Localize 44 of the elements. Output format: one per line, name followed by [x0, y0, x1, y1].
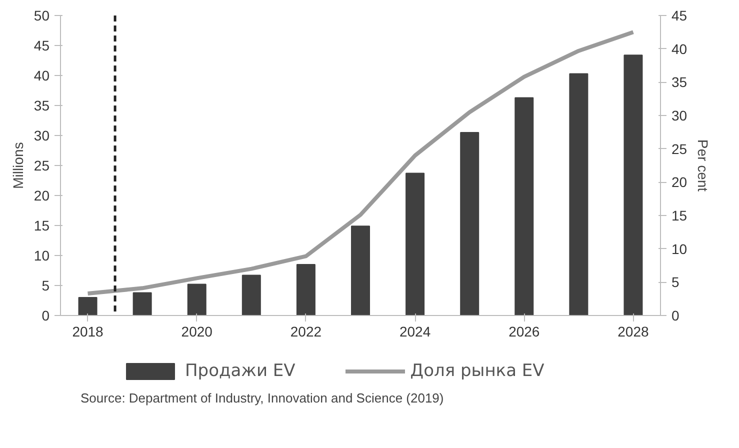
line-series [86, 30, 636, 296]
y2-tick-label: 10 [672, 240, 688, 257]
y-tick-label: 35 [34, 98, 50, 114]
bar [406, 172, 425, 316]
y2-tick-label: 15 [672, 208, 688, 224]
y2-axis-title: Per cent [695, 139, 712, 192]
bar [242, 274, 261, 316]
y-tick-label: 30 [34, 128, 50, 144]
x-tick-label: 2018 [72, 324, 104, 340]
y-tick-label: 45 [34, 38, 50, 54]
y2-tick-label: 35 [672, 74, 688, 90]
bar [78, 297, 98, 316]
legend-label: Доля рынка EV [410, 361, 544, 381]
y-tick-label: 15 [34, 218, 50, 234]
bar [351, 226, 370, 316]
y-tick-label: 40 [34, 68, 50, 84]
y-tick-label: 0 [42, 308, 50, 324]
x-tick-label: 2024 [399, 324, 431, 340]
legend-label: Продажи EV [185, 361, 296, 381]
y-tick-label: 50 [34, 8, 50, 24]
y2-tick-label: 20 [672, 174, 688, 190]
bar [569, 73, 588, 316]
y-tick-label: 10 [34, 248, 50, 264]
bar [624, 54, 643, 316]
y2-tick-label: 45 [672, 8, 688, 24]
x-tick-label: 2022 [290, 324, 322, 340]
y2-tick-label: 0 [672, 308, 680, 324]
x-tick-label: 2028 [618, 324, 650, 340]
bar [296, 264, 316, 316]
x-tick-label: 2020 [181, 324, 213, 340]
y-tick-label: 20 [34, 188, 50, 204]
y-tick-label: 25 [34, 158, 50, 174]
y2-tick-label: 5 [672, 274, 680, 290]
y-tick-label: 5 [42, 278, 50, 294]
y-axis-title: Millions [10, 142, 26, 189]
bar [132, 292, 152, 316]
x-tick-label: 2026 [508, 324, 540, 340]
y2-tick-label: 25 [672, 140, 688, 157]
bar [460, 132, 480, 316]
y2-tick-label: 30 [672, 108, 688, 124]
y2-tick-label: 40 [672, 40, 688, 57]
source-note: Source: Department of Industry, Innovation and Science (2019) [80, 390, 444, 406]
bar [187, 284, 206, 316]
bar [514, 97, 534, 316]
